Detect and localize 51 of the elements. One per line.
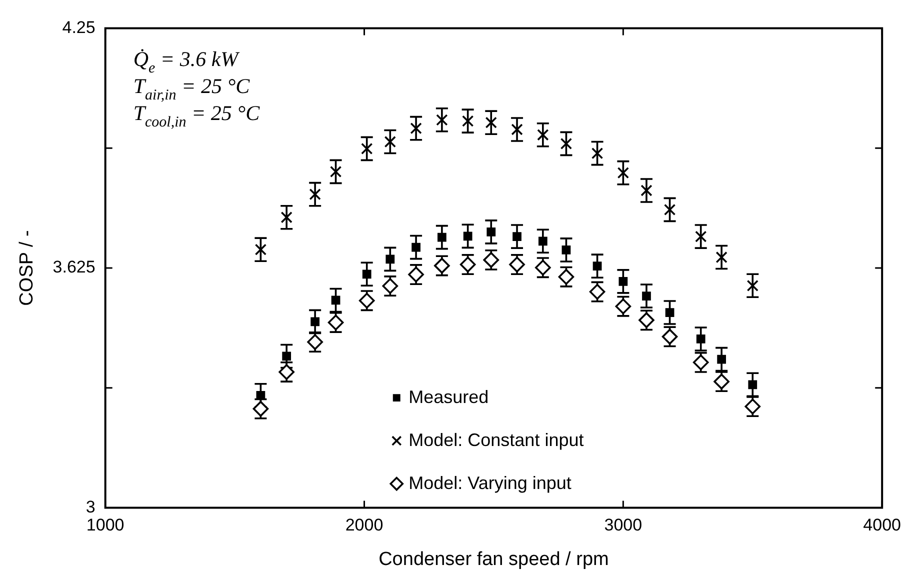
point — [280, 212, 292, 224]
point — [717, 354, 726, 364]
point — [361, 142, 373, 155]
point — [592, 262, 602, 271]
point — [591, 147, 604, 160]
point — [746, 280, 758, 292]
legend-label: Model: Varying input — [408, 472, 572, 493]
point — [511, 124, 523, 136]
point — [486, 228, 496, 236]
point — [310, 317, 320, 326]
point — [537, 129, 549, 141]
point — [562, 246, 571, 254]
point — [560, 138, 572, 150]
point — [618, 276, 628, 286]
x-tick-label: 2000 — [345, 516, 384, 535]
point — [254, 244, 267, 256]
point — [695, 230, 707, 242]
point — [665, 308, 674, 317]
point — [462, 115, 474, 127]
y-tick-label: 3 — [86, 497, 96, 516]
point — [386, 254, 395, 264]
point — [410, 122, 422, 134]
point — [748, 380, 758, 390]
point — [617, 167, 630, 179]
point — [485, 116, 497, 128]
point — [642, 292, 651, 300]
point — [696, 334, 706, 344]
point — [512, 232, 522, 241]
y-tick-label: 4.25 — [62, 18, 96, 37]
point — [436, 114, 448, 126]
legend-label: Model: Constant input — [408, 430, 584, 450]
y-tick-label: 3.625 — [52, 258, 96, 277]
point — [463, 232, 472, 241]
point — [384, 136, 396, 148]
y-axis-title: COSP / - — [16, 230, 38, 306]
x-axis-title: Condenser fan speed / rpm — [378, 548, 609, 570]
point — [331, 296, 340, 305]
point — [716, 251, 728, 264]
point — [640, 184, 652, 196]
legend-label: Measured — [408, 386, 489, 407]
point — [309, 188, 321, 200]
point — [538, 236, 548, 246]
point — [282, 352, 292, 361]
point — [664, 204, 676, 216]
x-tick-label: 3000 — [604, 516, 642, 535]
point — [412, 242, 420, 252]
point — [362, 270, 372, 279]
point — [330, 166, 342, 178]
x-tick-label: 1000 — [86, 516, 124, 535]
point — [438, 232, 446, 242]
x-tick-label: 4000 — [863, 516, 902, 535]
